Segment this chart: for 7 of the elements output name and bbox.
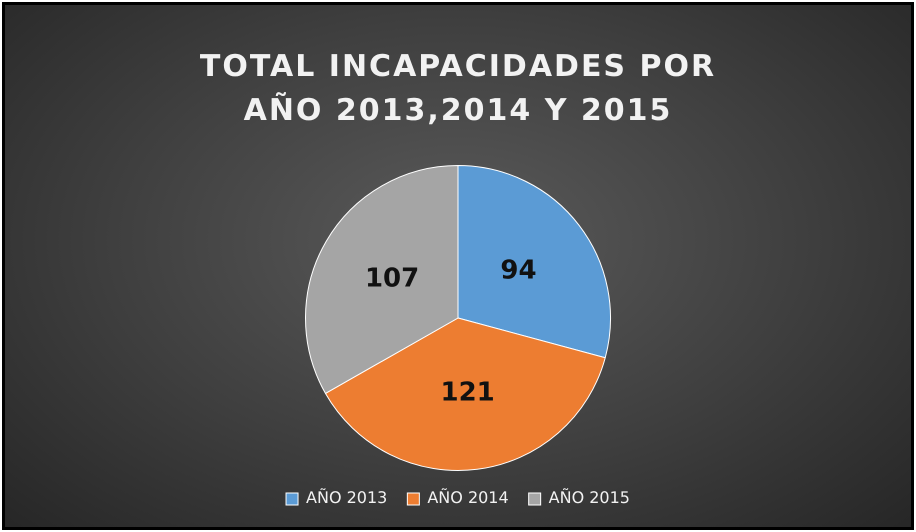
legend-label: AÑO 2014 (427, 488, 509, 508)
legend-label: AÑO 2013 (306, 488, 388, 508)
legend-label: AÑO 2015 (548, 488, 630, 508)
chart-title: TOTAL INCAPACIDADES POR AÑO 2013,2014 Y 2015 (198, 48, 718, 130)
data-label: 94 (500, 255, 537, 286)
data-label: 107 (364, 263, 420, 294)
data-label: 121 (440, 377, 495, 408)
